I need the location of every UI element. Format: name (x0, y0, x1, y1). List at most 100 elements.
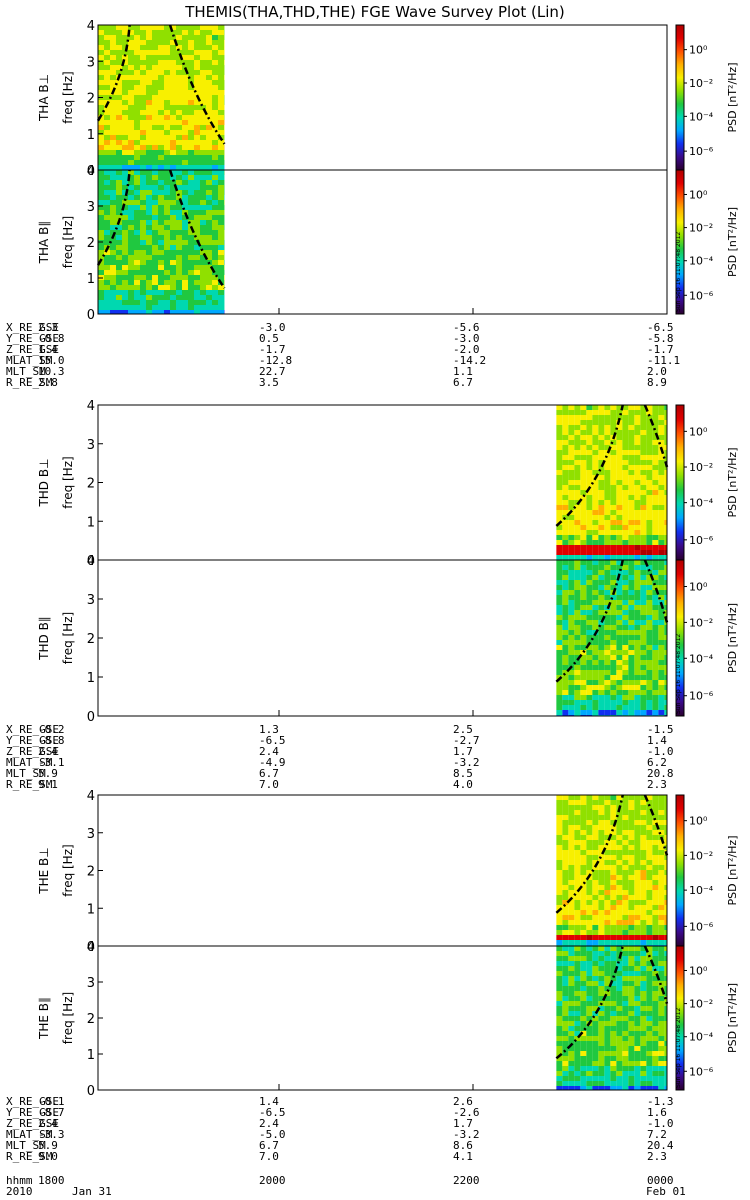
figure-title: THEMIS(THA,THD,THE) FGE Wave Survey Plot… (184, 3, 565, 21)
colorbar: 10⁰ 10⁻² 10⁻⁴ 10⁻⁶ PSD [nT²/Hz] Sun Sep 16 11… (675, 169, 739, 315)
colorbar: 10⁰ 10⁻² 10⁻⁴ 10⁻⁶ PSD [nT²/Hz] (675, 404, 739, 561)
ephemeris-value: 5.9 (38, 1139, 58, 1152)
freq-tick-label: 3 (87, 827, 95, 842)
time-tick-label: 1800 (38, 1174, 65, 1187)
spectrogram-panel: 0 1 2 3 4 THD B⊥ freq [Hz] (37, 399, 669, 569)
ephemeris-row-label: X_RE_GSE (6, 321, 59, 334)
colorbar-label: PSD [nT²/Hz] (726, 447, 739, 517)
freq-tick-label: 2 (87, 477, 95, 492)
ephemeris-value: 2.4 (259, 1117, 279, 1130)
freq-tick-label: 0 (87, 554, 95, 569)
ephemeris-value: 1.3 (259, 723, 279, 736)
colorbar-tick-label: 10⁻⁶ (689, 920, 714, 933)
ephemeris-value: 1.4 (38, 343, 58, 356)
colorbar: 10⁰ 10⁻² 10⁻⁴ 10⁻⁶ PSD [nT²/Hz] Sun Sep 16 11… (675, 559, 739, 717)
freq-tick-label: 3 (87, 976, 95, 991)
ephemeris-value: 8.9 (647, 376, 667, 389)
probe-thd-block: 0 1 2 3 4 THD B⊥ freq [Hz] 0 1 2 3 4 THD B∥ freq [Hz]… (6, 399, 674, 791)
ephemeris-value: 2.3 (647, 1150, 667, 1163)
gyro-harmonic-curve (555, 404, 624, 527)
gyro-harmonic-curve (643, 404, 669, 468)
ephemeris-value: 20.4 (647, 1139, 674, 1152)
colorbar-tick-label: 10⁰ (689, 964, 708, 977)
ephemeris-row-label: X_RE_GSE (6, 723, 59, 736)
freq-tick-label: 1 (87, 515, 95, 530)
ephemeris-value: -2.7 (453, 734, 480, 747)
colorbar-tick-label: 10⁻² (689, 77, 713, 90)
ephemeris-value: 5.9 (38, 767, 58, 780)
colorbar-label: PSD [nT²/Hz] (726, 207, 739, 277)
colorbar-tick-label: 10⁻⁶ (689, 1065, 714, 1078)
panel-name-label: THD B⊥ (37, 458, 51, 507)
ephemeris-value: -6.5 (259, 734, 286, 747)
ephemeris-row-label: Z_RE_GSE (6, 1117, 59, 1130)
ephemeris-value: -0.1 (38, 1095, 65, 1108)
ephemeris-value: -3.1 (38, 756, 65, 769)
freq-tick-label: 1 (87, 671, 95, 686)
ephemeris-value: 2.3 (38, 321, 58, 334)
colorbar-tick-label: 10⁻² (689, 998, 713, 1011)
freq-tick-label: 2 (87, 865, 95, 880)
colorbar-tick-label: 10⁻⁴ (689, 884, 714, 897)
ephemeris-value: 1.7 (453, 1117, 473, 1130)
gyro-harmonic-curve (555, 559, 624, 683)
freq-tick-label: 1 (87, 272, 95, 287)
ephemeris-value: 2.8 (38, 376, 58, 389)
ephemeris-value: 4.0 (453, 778, 473, 791)
colorbar-tick-label: 10⁻⁴ (689, 110, 714, 123)
ephemeris-value: 8.5 (453, 767, 473, 780)
ephemeris-row-label: Z_RE_GSE (6, 343, 59, 356)
ephemeris-value: -5.0 (259, 1128, 286, 1141)
freq-axis-label: freq [Hz] (61, 612, 75, 664)
gyro-harmonic-curve (555, 794, 624, 914)
ephemeris-value: 9.1 (38, 778, 58, 791)
spectrogram-data (555, 945, 669, 1090)
spectrogram-panel: 0 1 2 3 4 THA B∥ freq [Hz] (37, 164, 668, 323)
gyro-harmonic-curve (643, 794, 669, 856)
colorbar: 10⁰ 10⁻² 10⁻⁴ 10⁻⁶ PSD [nT²/Hz] (675, 24, 739, 171)
ephemeris-value: -3.2 (453, 756, 480, 769)
colorbar-gradient (675, 169, 685, 315)
ephemeris-value: 22.7 (259, 365, 286, 378)
date-label: Jan 31 (72, 1185, 112, 1198)
colorbar-tick-label: 10⁻⁴ (689, 1031, 714, 1044)
ephemeris-value: -2.0 (453, 343, 480, 356)
ephemeris-value: -6.5 (647, 321, 674, 334)
panel-name-label: THE B∥ (37, 997, 51, 1040)
spectrogram-data (555, 404, 669, 560)
ephemeris-value: -1.7 (647, 343, 674, 356)
colorbar-tick-label: 10⁻² (689, 849, 713, 862)
ephemeris-row-label: Y_RE_GSE (6, 1106, 59, 1119)
ephemeris-value: -3.2 (453, 1128, 480, 1141)
ephemeris-value: -0.8 (38, 332, 65, 345)
colorbar-tick-label: 10⁻⁶ (689, 690, 714, 703)
freq-tick-label: 3 (87, 200, 95, 215)
ephemeris-value: -8.8 (38, 734, 65, 747)
freq-tick-label: 3 (87, 593, 95, 608)
colorbar-tick-label: 10⁰ (689, 581, 708, 594)
gyro-harmonic-curve (168, 24, 226, 145)
panel-name-label: THA B⊥ (37, 74, 51, 122)
ephemeris-value: -1.0 (647, 745, 674, 758)
colorbar-tick-label: 10⁻⁶ (689, 289, 714, 302)
ephemeris-value: 8.6 (453, 1139, 473, 1152)
ephemeris-value: -5.8 (647, 332, 674, 345)
ephemeris-row-label: MLAT_SM (6, 756, 53, 769)
gyro-harmonic-curve (555, 945, 624, 1060)
freq-tick-label: 3 (87, 55, 95, 70)
freq-tick-label: 2 (87, 92, 95, 107)
colorbar: 10⁰ 10⁻² 10⁻⁴ 10⁻⁶ PSD [nT²/Hz] Sun Sep 16 11… (675, 945, 739, 1091)
colorbar: 10⁰ 10⁻² 10⁻⁴ 10⁻⁶ PSD [nT²/Hz] (675, 794, 739, 947)
colorbar-label: PSD [nT²/Hz] (726, 62, 739, 132)
spectrogram-panel: 0 1 2 3 4 THA B⊥ freq [Hz] (37, 19, 668, 179)
colorbar-gradient (675, 24, 685, 171)
colorbar-tick-label: 10⁻⁴ (689, 652, 714, 665)
ephemeris-value: 3.5 (259, 376, 279, 389)
ephemeris-value: -3.0 (453, 332, 480, 345)
colorbar-tick-label: 10⁻⁶ (689, 534, 714, 547)
freq-tick-label: 4 (87, 164, 95, 179)
ephemeris-value: 1.1 (453, 365, 473, 378)
spectrogram-panel: 0 1 2 3 4 THE B⊥ freq [Hz] (37, 789, 669, 955)
gyro-harmonic-curve (643, 945, 669, 1004)
